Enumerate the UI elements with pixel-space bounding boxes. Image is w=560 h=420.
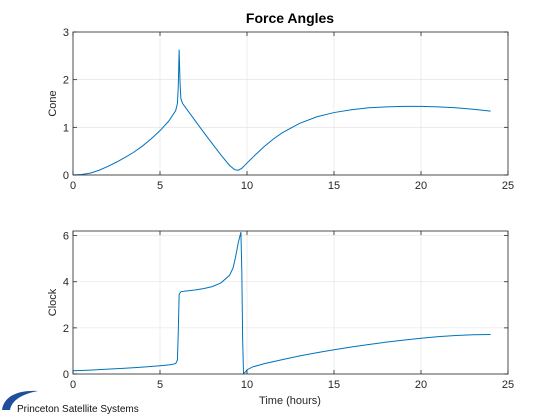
clock-axes-box <box>72 230 509 375</box>
clock-x-axis-label: Time (hours) <box>259 395 321 407</box>
cone-y-tick-label: 0 <box>63 170 69 182</box>
cone-y-axis-label: Cone <box>47 90 59 116</box>
clock-x-tick-label: 25 <box>502 379 514 391</box>
clock-x-tick-label: 10 <box>241 379 253 391</box>
clock-y-tick-label: 2 <box>63 323 69 335</box>
clock-y-tick-label: 0 <box>63 369 69 381</box>
clock-x-tick-label: 5 <box>157 379 163 391</box>
cone-ticks: 0 5 10 15 20 25 0 1 2 3 <box>63 27 514 192</box>
clock-x-tick-label: 15 <box>328 379 340 391</box>
clock-y-tick-label: 4 <box>63 277 69 289</box>
cone-x-tick-label: 15 <box>328 180 340 192</box>
clock-x-tick-label: 0 <box>70 379 76 391</box>
clock-ticks: 0 5 10 15 20 25 0 2 4 6 <box>63 231 514 391</box>
logo-swoosh-icon <box>2 390 38 410</box>
cone-x-tick-label: 5 <box>157 180 163 192</box>
cone-y-tick-label: 3 <box>63 27 69 39</box>
logo-text: Princeton Satellite Systems <box>17 404 139 415</box>
clock-y-axis-label: Clock <box>47 288 59 316</box>
clock-series-line <box>72 232 491 375</box>
chart-title: Force Angles <box>246 10 334 26</box>
clock-x-tick-label: 20 <box>415 379 427 391</box>
cone-plot-area <box>73 32 508 175</box>
cone-series-line <box>72 49 491 176</box>
cone-subplot: 0 5 10 15 20 25 0 1 2 3 Force Angles Cone <box>47 10 514 192</box>
cone-axes-box <box>72 31 509 176</box>
clock-y-tick-label: 6 <box>63 231 69 243</box>
cone-y-tick-label: 2 <box>63 75 69 87</box>
clock-subplot: 0 5 10 15 20 25 0 2 4 6 Clock Time (hours) <box>47 230 514 407</box>
princeton-satellite-systems-logo: Princeton Satellite Systems <box>2 390 139 415</box>
cone-y-tick-label: 1 <box>63 122 69 134</box>
cone-x-tick-label: 0 <box>70 180 76 192</box>
cone-x-tick-label: 20 <box>415 180 427 192</box>
cone-x-tick-label: 25 <box>502 180 514 192</box>
cone-x-tick-label: 10 <box>241 180 253 192</box>
clock-plot-area <box>73 231 508 374</box>
